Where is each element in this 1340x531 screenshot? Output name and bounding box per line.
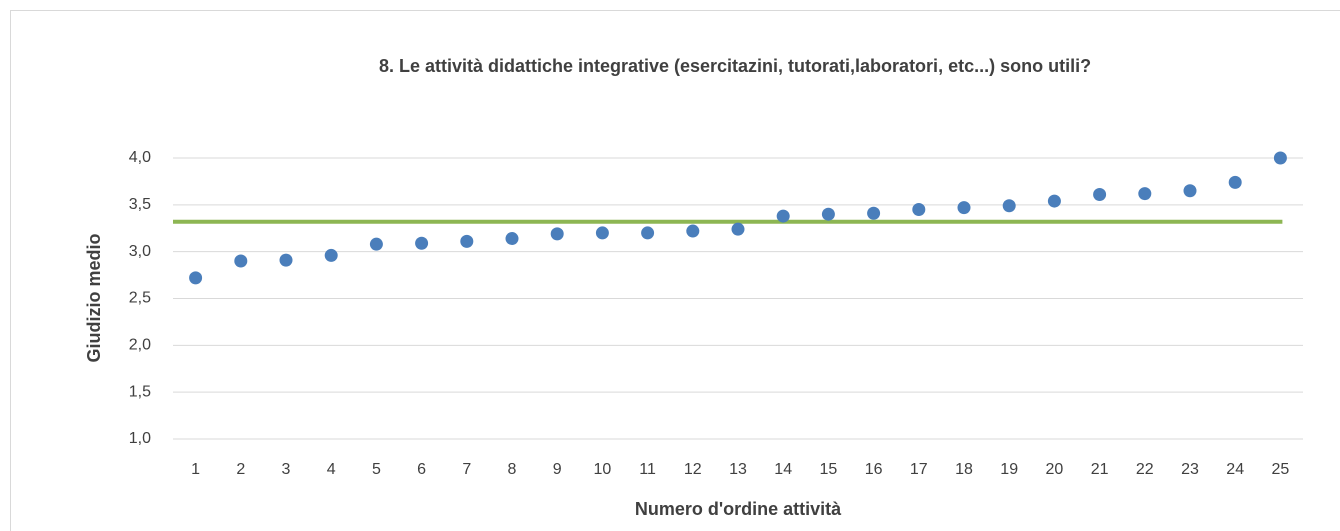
x-tick-label: 19: [1000, 461, 1018, 478]
x-tick-label: 22: [1136, 461, 1154, 478]
x-tick-label: 24: [1226, 461, 1244, 478]
x-tick-label: 10: [594, 461, 612, 478]
x-tick-label: 16: [865, 461, 883, 478]
x-tick-label: 15: [820, 461, 838, 478]
x-tick-label: 14: [774, 461, 792, 478]
x-tick-label: 6: [417, 461, 426, 478]
x-tick-label: 7: [462, 461, 471, 478]
y-tick-label: 3,0: [129, 243, 151, 260]
x-tick-label: 20: [1046, 461, 1064, 478]
x-tick-label: 23: [1181, 461, 1199, 478]
data-point: [460, 234, 474, 248]
data-point: [821, 207, 835, 221]
data-point: [1273, 151, 1287, 165]
x-tick-label: 13: [729, 461, 747, 478]
data-point: [415, 236, 429, 250]
x-tick-label: 21: [1091, 461, 1109, 478]
data-point: [1002, 199, 1016, 213]
x-axis-label: Numero d'ordine attività: [635, 499, 842, 519]
x-tick-label: 11: [639, 461, 656, 478]
x-tick-label: 9: [553, 461, 562, 478]
x-tick-label: 12: [684, 461, 702, 478]
data-point: [776, 209, 790, 223]
data-point: [189, 271, 203, 285]
data-point: [234, 254, 248, 268]
data-point: [1228, 175, 1242, 189]
y-axis-label: Giudizio medio: [84, 233, 104, 362]
data-point: [957, 201, 971, 215]
x-tick-label: 3: [282, 461, 291, 478]
data-point: [279, 253, 293, 267]
y-tick-label: 1,0: [129, 430, 151, 447]
data-point: [641, 226, 655, 240]
data-point: [731, 222, 745, 236]
y-tick-label: 3,5: [129, 196, 151, 213]
data-point: [505, 232, 519, 246]
x-tick-label: 25: [1272, 461, 1290, 478]
data-point: [369, 237, 383, 251]
data-point: [1093, 188, 1107, 202]
x-tick-label: 4: [327, 461, 336, 478]
x-tick-label: 18: [955, 461, 973, 478]
y-tick-label: 1,5: [129, 383, 151, 400]
y-tick-label: 4,0: [129, 149, 151, 166]
x-tick-label: 1: [191, 461, 200, 478]
data-point: [867, 206, 881, 220]
x-tick-label: 2: [236, 461, 245, 478]
data-point: [595, 226, 609, 240]
data-point: [686, 224, 700, 238]
y-tick-label: 2,0: [129, 337, 151, 354]
chart-frame: [10, 10, 1340, 531]
x-tick-label: 8: [508, 461, 517, 478]
y-tick-label: 2,5: [129, 290, 151, 307]
chart-title: 8. Le attività didattiche integrative (e…: [379, 56, 1091, 76]
data-point: [912, 203, 926, 217]
data-point: [550, 227, 564, 241]
data-point: [1138, 187, 1152, 201]
x-tick-label: 17: [910, 461, 928, 478]
data-point: [324, 248, 338, 262]
data-point: [1183, 184, 1197, 198]
x-tick-label: 5: [372, 461, 381, 478]
data-point: [1047, 194, 1061, 208]
